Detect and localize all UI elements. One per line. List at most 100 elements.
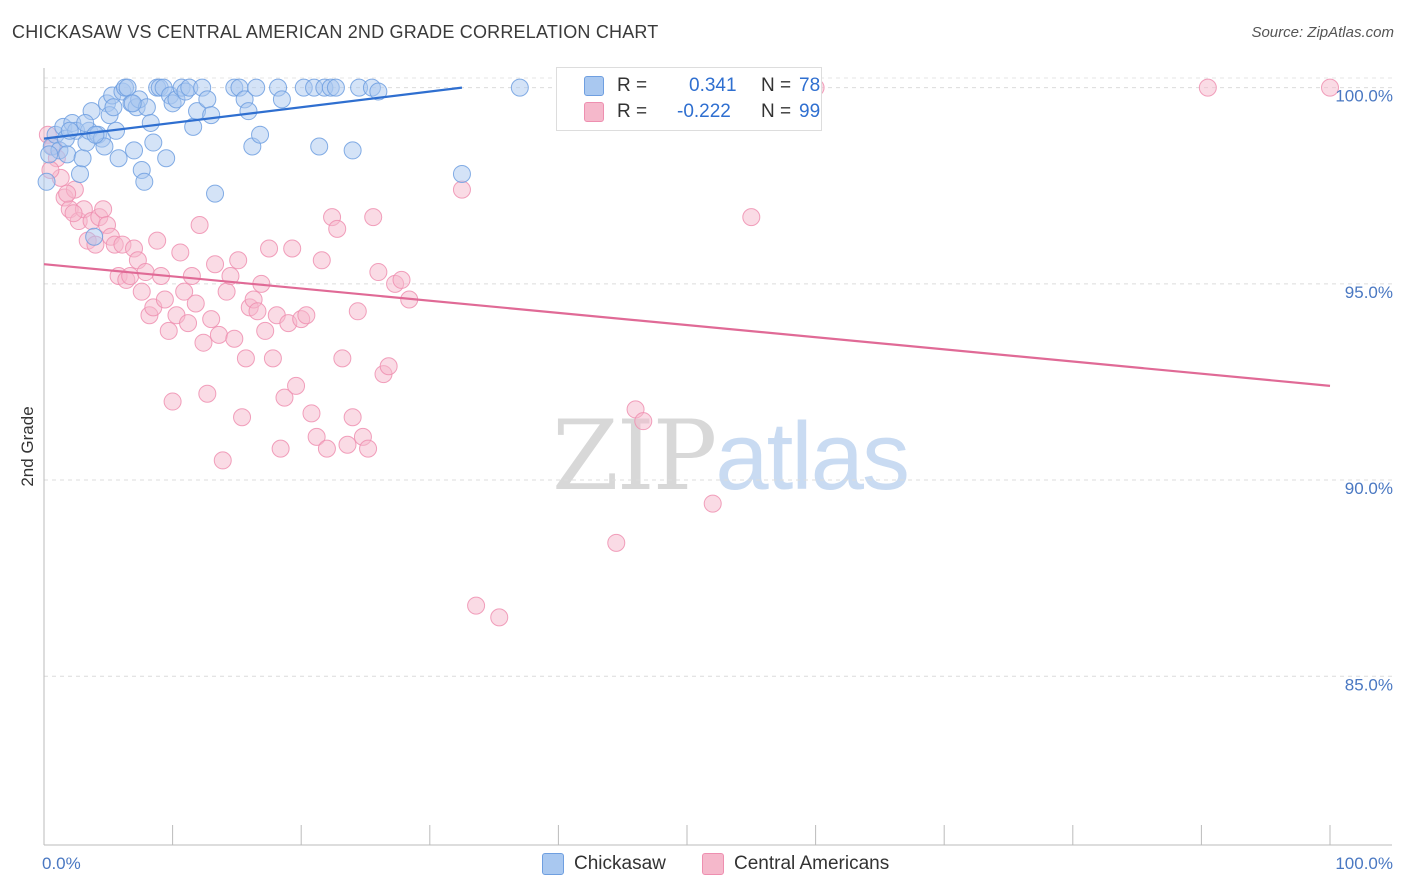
- n-label: N =: [761, 75, 792, 96]
- data-point: [369, 263, 388, 282]
- data-point: [333, 349, 352, 368]
- data-point: [136, 263, 155, 282]
- data-point: [1198, 78, 1217, 97]
- watermark: ZIPatlas: [552, 400, 910, 512]
- legend-item-central-americans[interactable]: Central Americans: [702, 852, 889, 876]
- data-point: [198, 384, 217, 403]
- data-point: [71, 164, 90, 183]
- data-point: [343, 141, 362, 160]
- data-point: [326, 78, 345, 97]
- data-point: [76, 113, 95, 132]
- data-point: [607, 533, 626, 552]
- data-point: [217, 282, 236, 301]
- data-point: [194, 333, 213, 352]
- data-point: [1321, 78, 1339, 97]
- watermark-zip: ZIP: [552, 400, 717, 512]
- data-point: [742, 208, 761, 227]
- data-point: [272, 90, 291, 109]
- data-point: [236, 349, 255, 368]
- data-point: [271, 439, 290, 458]
- central-americans-swatch: [584, 102, 604, 122]
- y-tick-label: 95.0%: [1345, 283, 1393, 302]
- data-point: [40, 145, 59, 164]
- data-point: [198, 90, 217, 109]
- legend-label: Central Americans: [734, 853, 890, 874]
- data-point: [302, 404, 321, 423]
- data-point: [182, 266, 201, 285]
- r-value: -0.222: [677, 101, 731, 122]
- data-point: [317, 439, 336, 458]
- data-point: [490, 608, 509, 627]
- legend-label: Chickasaw: [574, 853, 666, 874]
- data-point: [452, 180, 471, 199]
- data-point: [297, 306, 316, 325]
- data-point: [312, 251, 331, 270]
- data-point: [343, 408, 362, 427]
- watermark-atlas: atlas: [715, 403, 910, 510]
- data-point: [229, 251, 248, 270]
- data-point: [148, 231, 167, 250]
- axes: [43, 68, 1392, 846]
- data-point: [307, 427, 326, 446]
- legend-item-chickasaw[interactable]: Chickasaw: [542, 852, 666, 876]
- data-point: [85, 227, 104, 246]
- data-point: [467, 596, 486, 615]
- data-point: [392, 270, 411, 289]
- chickasaw-swatch: [584, 76, 604, 96]
- y-tick-label: 100.0%: [1335, 87, 1393, 106]
- series-chickasaw: [37, 78, 529, 246]
- series-central-americans: [38, 78, 1339, 627]
- data-point: [104, 98, 123, 117]
- data-point: [510, 78, 529, 97]
- data-point: [239, 102, 258, 121]
- data-point: [58, 184, 77, 203]
- data-point: [213, 451, 232, 470]
- data-point: [171, 243, 190, 262]
- central-americans-legend-swatch: [702, 853, 724, 875]
- data-point: [141, 113, 160, 132]
- y-tick-label: 85.0%: [1345, 675, 1393, 694]
- data-point: [634, 412, 653, 431]
- data-point: [283, 239, 302, 258]
- data-point: [221, 266, 240, 285]
- data-point: [379, 357, 398, 376]
- grid-lines: [44, 77, 1392, 677]
- trend-lines: [43, 86, 1331, 387]
- trend-line: [43, 86, 463, 140]
- data-point: [287, 376, 306, 395]
- data-point: [123, 94, 142, 113]
- data-point: [37, 172, 56, 191]
- data-point: [58, 145, 77, 164]
- data-point: [233, 408, 252, 427]
- data-point: [369, 82, 388, 101]
- data-point: [256, 321, 275, 340]
- data-point: [132, 282, 151, 301]
- data-point: [155, 290, 174, 309]
- data-point: [163, 392, 182, 411]
- data-point: [202, 106, 221, 125]
- y-axis-label: 2nd Grade: [18, 406, 37, 486]
- source-credit: Source: ZipAtlas.com: [1251, 24, 1394, 41]
- data-point: [175, 282, 194, 301]
- data-point: [263, 349, 282, 368]
- data-point: [225, 329, 244, 348]
- data-point: [109, 149, 128, 168]
- data-point: [86, 125, 105, 144]
- data-point: [248, 302, 267, 321]
- data-point: [275, 388, 294, 407]
- data-point: [94, 200, 113, 219]
- tick-labels: 100.0% 95.0% 90.0% 85.0% 0.0% 100.0%: [42, 87, 1393, 873]
- trend-line: [43, 263, 1331, 387]
- data-point: [186, 294, 205, 313]
- chickasaw-legend-swatch: [542, 853, 564, 875]
- chart-title: CHICKASAW VS CENTRAL AMERICAN 2ND GRADE …: [12, 22, 659, 42]
- x-tick-label: 0.0%: [42, 854, 81, 873]
- y-tick-label: 90.0%: [1345, 479, 1393, 498]
- data-point: [364, 208, 383, 227]
- r-label: R =: [617, 101, 648, 122]
- data-point: [135, 172, 154, 191]
- n-value: 78: [799, 75, 821, 96]
- data-point: [157, 149, 176, 168]
- data-point: [251, 125, 270, 144]
- data-point: [121, 266, 140, 285]
